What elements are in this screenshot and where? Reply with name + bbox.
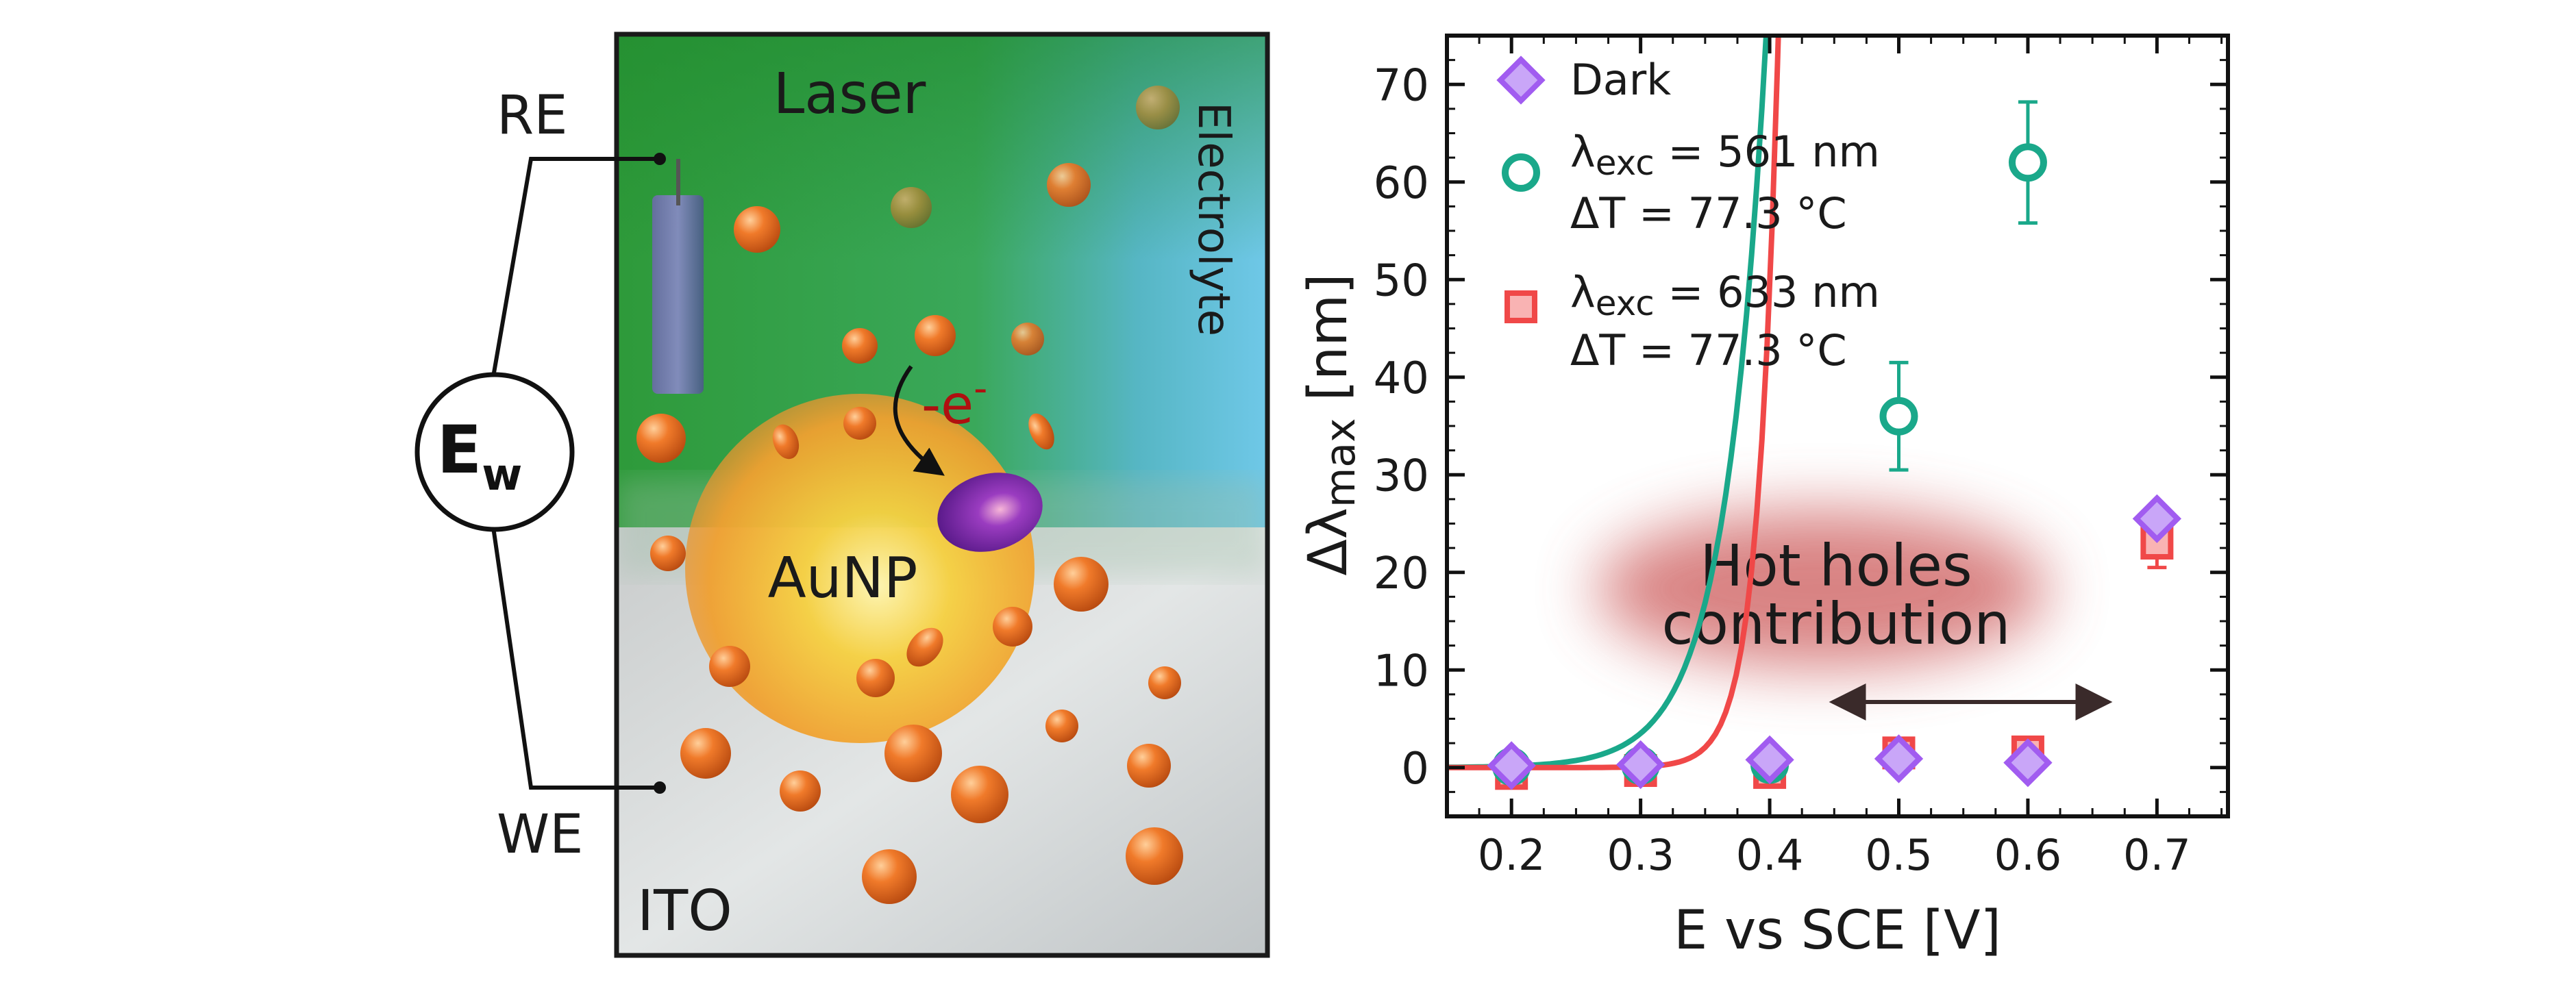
legend-marker-561 bbox=[1502, 153, 1540, 192]
ito-label: ITO bbox=[637, 879, 732, 944]
y-tick-label: 10 bbox=[1374, 646, 1429, 697]
x-tick-label: 0.3 bbox=[1607, 830, 1674, 880]
y-tick-label: 20 bbox=[1374, 549, 1429, 599]
y-axis-label: Δλmax [nm] bbox=[1298, 273, 1365, 575]
legend-561-label: λexc = 561 nm bbox=[1570, 127, 1880, 183]
annotation-line-2: contribution bbox=[1661, 590, 2010, 657]
y-tick-label: 50 bbox=[1374, 255, 1429, 306]
circuit-wires bbox=[491, 157, 660, 790]
we-label: WE bbox=[497, 804, 583, 866]
y-tick-label: 40 bbox=[1374, 353, 1429, 404]
data-point-series-1 bbox=[2008, 143, 2047, 182]
data-point-series-1 bbox=[1879, 397, 1918, 436]
ew-label: Ew bbox=[437, 412, 523, 501]
legend: Dark λexc = 561 nm ΔT = 77.3 °C λexc = 6… bbox=[1496, 55, 1880, 375]
y-tick-label: 60 bbox=[1374, 158, 1429, 209]
data-point-series-0 bbox=[1745, 735, 1794, 785]
legend-561-dt: ΔT = 77.3 °C bbox=[1570, 188, 1847, 238]
aunp-label: AuNP bbox=[768, 546, 918, 611]
data-point-series-0 bbox=[1487, 741, 1536, 790]
x-tick-label: 0.4 bbox=[1736, 830, 1804, 880]
x-tick-label: 0.7 bbox=[2123, 830, 2191, 880]
x-tick-label: 0.2 bbox=[1478, 830, 1546, 880]
legend-dark-label: Dark bbox=[1570, 55, 1671, 105]
data-point-series-0 bbox=[2132, 494, 2182, 544]
x-tick-label: 0.5 bbox=[1865, 830, 1933, 880]
electron-label: -e- bbox=[921, 366, 987, 436]
laser-label: Laser bbox=[773, 62, 926, 127]
x-tick-label: 0.6 bbox=[1994, 830, 2062, 880]
hot-hole bbox=[937, 473, 1043, 552]
data-point-series-0 bbox=[2003, 738, 2053, 788]
nanoparticle-spheres bbox=[636, 86, 1183, 904]
reference-electrode bbox=[652, 159, 704, 394]
electrolyte-label: Electrolyte bbox=[1188, 102, 1239, 336]
chart: Hot holes contribution 0.2 0.3 0.4 0.5 0.6 0.… bbox=[1298, 34, 2230, 962]
data-point-series-0 bbox=[1615, 740, 1665, 790]
y-tick-label: 30 bbox=[1374, 451, 1429, 501]
schematic: Laser Electrolyte AuNP ITO -e- Ew RE WE bbox=[414, 32, 1270, 958]
legend-633-label: λexc = 633 nm bbox=[1570, 267, 1880, 323]
legend-633-dt: ΔT = 77.3 °C bbox=[1570, 325, 1847, 375]
cell-frame bbox=[614, 32, 1270, 958]
y-tick-label: 70 bbox=[1374, 60, 1429, 111]
fit-curve-series-1 bbox=[1447, 36, 1769, 770]
electron-transfer-arrow bbox=[893, 365, 945, 476]
data-point-series-0 bbox=[1874, 734, 1924, 783]
legend-marker-dark bbox=[1496, 55, 1546, 105]
annotation-line-1: Hot holes bbox=[1700, 532, 1972, 599]
y-tick-label: 0 bbox=[1401, 744, 1429, 794]
x-axis-label: E vs SCE [V] bbox=[1674, 900, 2001, 962]
potentiostat-circle bbox=[414, 372, 575, 532]
legend-marker-633 bbox=[1504, 290, 1537, 323]
fit-curve-series-2 bbox=[1447, 36, 1781, 770]
re-label: RE bbox=[497, 85, 567, 147]
hot-holes-annotation: Hot holes contribution bbox=[1596, 510, 2048, 668]
aunp-particle bbox=[685, 394, 1035, 743]
